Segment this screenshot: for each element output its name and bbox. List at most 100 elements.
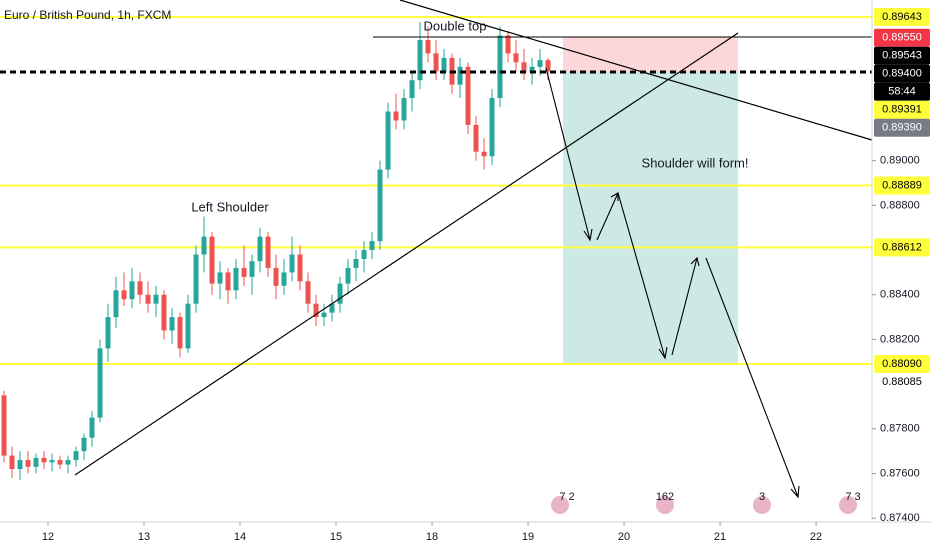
annotation: Left Shoulder xyxy=(191,199,269,214)
event-icon[interactable] xyxy=(656,496,674,514)
event-icon[interactable] xyxy=(753,496,771,514)
candle-body xyxy=(505,35,511,54)
candle-body xyxy=(113,290,119,318)
x-tick-label: 21 xyxy=(714,531,726,543)
candle-body xyxy=(121,290,127,300)
candle-body xyxy=(257,236,263,262)
price-label: 0.88889 xyxy=(882,179,922,191)
x-tick-label: 19 xyxy=(522,531,534,543)
price-label-bg xyxy=(874,373,930,392)
x-tick-label: 14 xyxy=(234,531,246,543)
price-label: 0.89550 xyxy=(882,32,922,44)
candle-body xyxy=(497,35,503,99)
candle-body xyxy=(457,66,463,85)
price-label-bg xyxy=(874,46,930,65)
event-count: 7 2 xyxy=(559,491,574,503)
candle-body xyxy=(49,460,55,463)
candle-body xyxy=(513,53,519,63)
candle-body xyxy=(289,254,295,273)
rising-trendline xyxy=(74,32,739,476)
candle-body xyxy=(393,111,399,121)
candle-body xyxy=(281,272,287,286)
arrow xyxy=(671,256,700,356)
candle-body xyxy=(25,460,31,467)
candle-body xyxy=(265,236,271,268)
candle-body xyxy=(329,303,335,313)
candle-body xyxy=(433,53,439,72)
candle-body xyxy=(465,66,471,125)
x-tick-label: 20 xyxy=(618,531,630,543)
candle-body xyxy=(177,317,183,349)
candle-body xyxy=(201,236,207,255)
x-tick-label: 13 xyxy=(138,531,150,543)
candle-body xyxy=(193,254,199,304)
y-tick-label: 0.88400 xyxy=(880,289,920,301)
candle-body xyxy=(33,457,39,467)
price-label-bg xyxy=(874,355,930,374)
candle-body xyxy=(545,60,551,72)
candle-body xyxy=(481,151,487,157)
candle-body xyxy=(401,98,407,121)
time-axis xyxy=(0,522,932,550)
candle-body xyxy=(57,460,63,465)
candle-body xyxy=(249,261,255,277)
price-label: 0.89400 xyxy=(882,68,922,80)
candle-body xyxy=(89,417,95,438)
price-label: 0.89543 xyxy=(882,50,922,62)
candle-body xyxy=(185,303,191,349)
candle-body xyxy=(209,236,215,284)
annotation: Shoulder will form! xyxy=(642,155,749,170)
x-tick-label: 15 xyxy=(330,531,342,543)
candle-body xyxy=(529,66,535,72)
price-label: 0.89390 xyxy=(882,122,922,134)
price-label-bg xyxy=(874,118,930,137)
candle-body xyxy=(489,98,495,157)
event-icons: 7 2 162 3 7 3 xyxy=(551,491,861,514)
candle-body xyxy=(225,272,231,291)
candle-body xyxy=(377,169,383,242)
candle-body xyxy=(145,294,151,304)
candle-body xyxy=(361,250,367,259)
candle-body xyxy=(241,267,247,277)
y-tick-label: 0.87400 xyxy=(880,512,920,524)
candle-body xyxy=(321,312,327,318)
candle-body xyxy=(9,455,15,470)
falling-trendline xyxy=(399,0,873,141)
candle-body xyxy=(297,254,303,282)
y-tick-label: 0.88800 xyxy=(880,199,920,211)
price-label: 0.89391 xyxy=(882,104,922,116)
candle-body xyxy=(105,317,111,349)
candle-body xyxy=(521,62,527,72)
candle-body xyxy=(353,258,359,268)
candle-body xyxy=(1,395,7,456)
candles xyxy=(1,22,551,481)
candle-body xyxy=(273,267,279,286)
event-count: 3 xyxy=(759,491,765,503)
event-count: 162 xyxy=(656,491,674,503)
y-tick-label: 0.88200 xyxy=(880,333,920,345)
event-icon[interactable] xyxy=(551,496,569,514)
event-icon[interactable] xyxy=(839,496,857,514)
candle-body xyxy=(305,281,311,304)
candle-body xyxy=(441,57,447,72)
price-label-bg xyxy=(874,176,930,195)
candle-body xyxy=(137,281,143,295)
price-label-bg xyxy=(874,100,930,119)
chart-title: Euro / British Pound, 1h, FXCM xyxy=(4,8,171,22)
candle-body xyxy=(73,451,79,461)
x-tick-label: 18 xyxy=(426,531,438,543)
candle-body xyxy=(153,294,159,304)
candle-body xyxy=(169,317,175,331)
candle-body xyxy=(65,460,71,465)
y-tick-label: 0.87600 xyxy=(880,467,920,479)
price-label: 0.88612 xyxy=(882,241,922,253)
annotation: Double top xyxy=(424,18,487,33)
price-label: 0.88090 xyxy=(882,358,922,370)
countdown: 58:44 xyxy=(888,86,916,98)
arrow xyxy=(545,67,593,242)
x-tick-label: 12 xyxy=(42,531,54,543)
candle-body xyxy=(473,124,479,152)
candle-body xyxy=(337,283,343,304)
forecast-path xyxy=(545,67,800,499)
